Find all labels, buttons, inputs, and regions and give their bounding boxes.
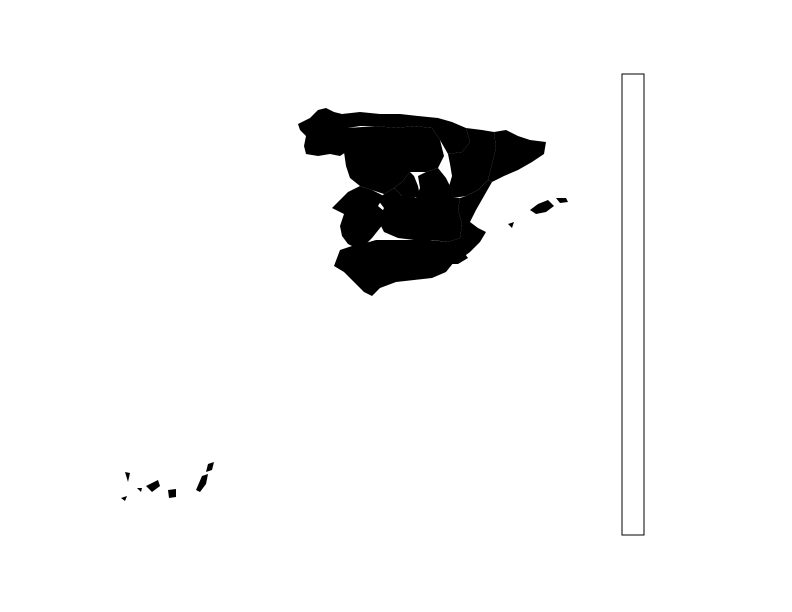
spain-map: [121, 108, 568, 501]
region-canary-gomera: [137, 488, 142, 492]
region-navarra: [432, 122, 470, 154]
region-catalonia: [488, 130, 546, 182]
region-murcia: [448, 238, 468, 264]
region-galicia: [298, 108, 350, 156]
region-canary-tenerife: [146, 480, 160, 492]
region-balearic-mallorca: [530, 200, 554, 214]
region-canary-grancanaria: [168, 489, 176, 498]
region-castilla-leon: [344, 126, 444, 194]
colorbar: [621, 73, 645, 536]
region-aragon: [448, 128, 496, 198]
region-north-coast: [342, 112, 452, 130]
region-canary-fuerteventura: [196, 474, 208, 492]
region-valencia: [456, 180, 492, 258]
region-madrid: [394, 172, 420, 198]
region-canary-hierro: [121, 496, 127, 501]
region-balearic-ibiza: [508, 222, 514, 228]
region-castilla-la-mancha: [378, 168, 462, 242]
region-canary-lapalma: [125, 472, 130, 482]
region-balearic-menorca: [556, 198, 568, 203]
colorbar-gradient: [621, 73, 645, 536]
region-andalusia: [334, 240, 458, 296]
region-extremadura: [332, 186, 390, 248]
region-canary-lanzarote: [206, 462, 214, 472]
